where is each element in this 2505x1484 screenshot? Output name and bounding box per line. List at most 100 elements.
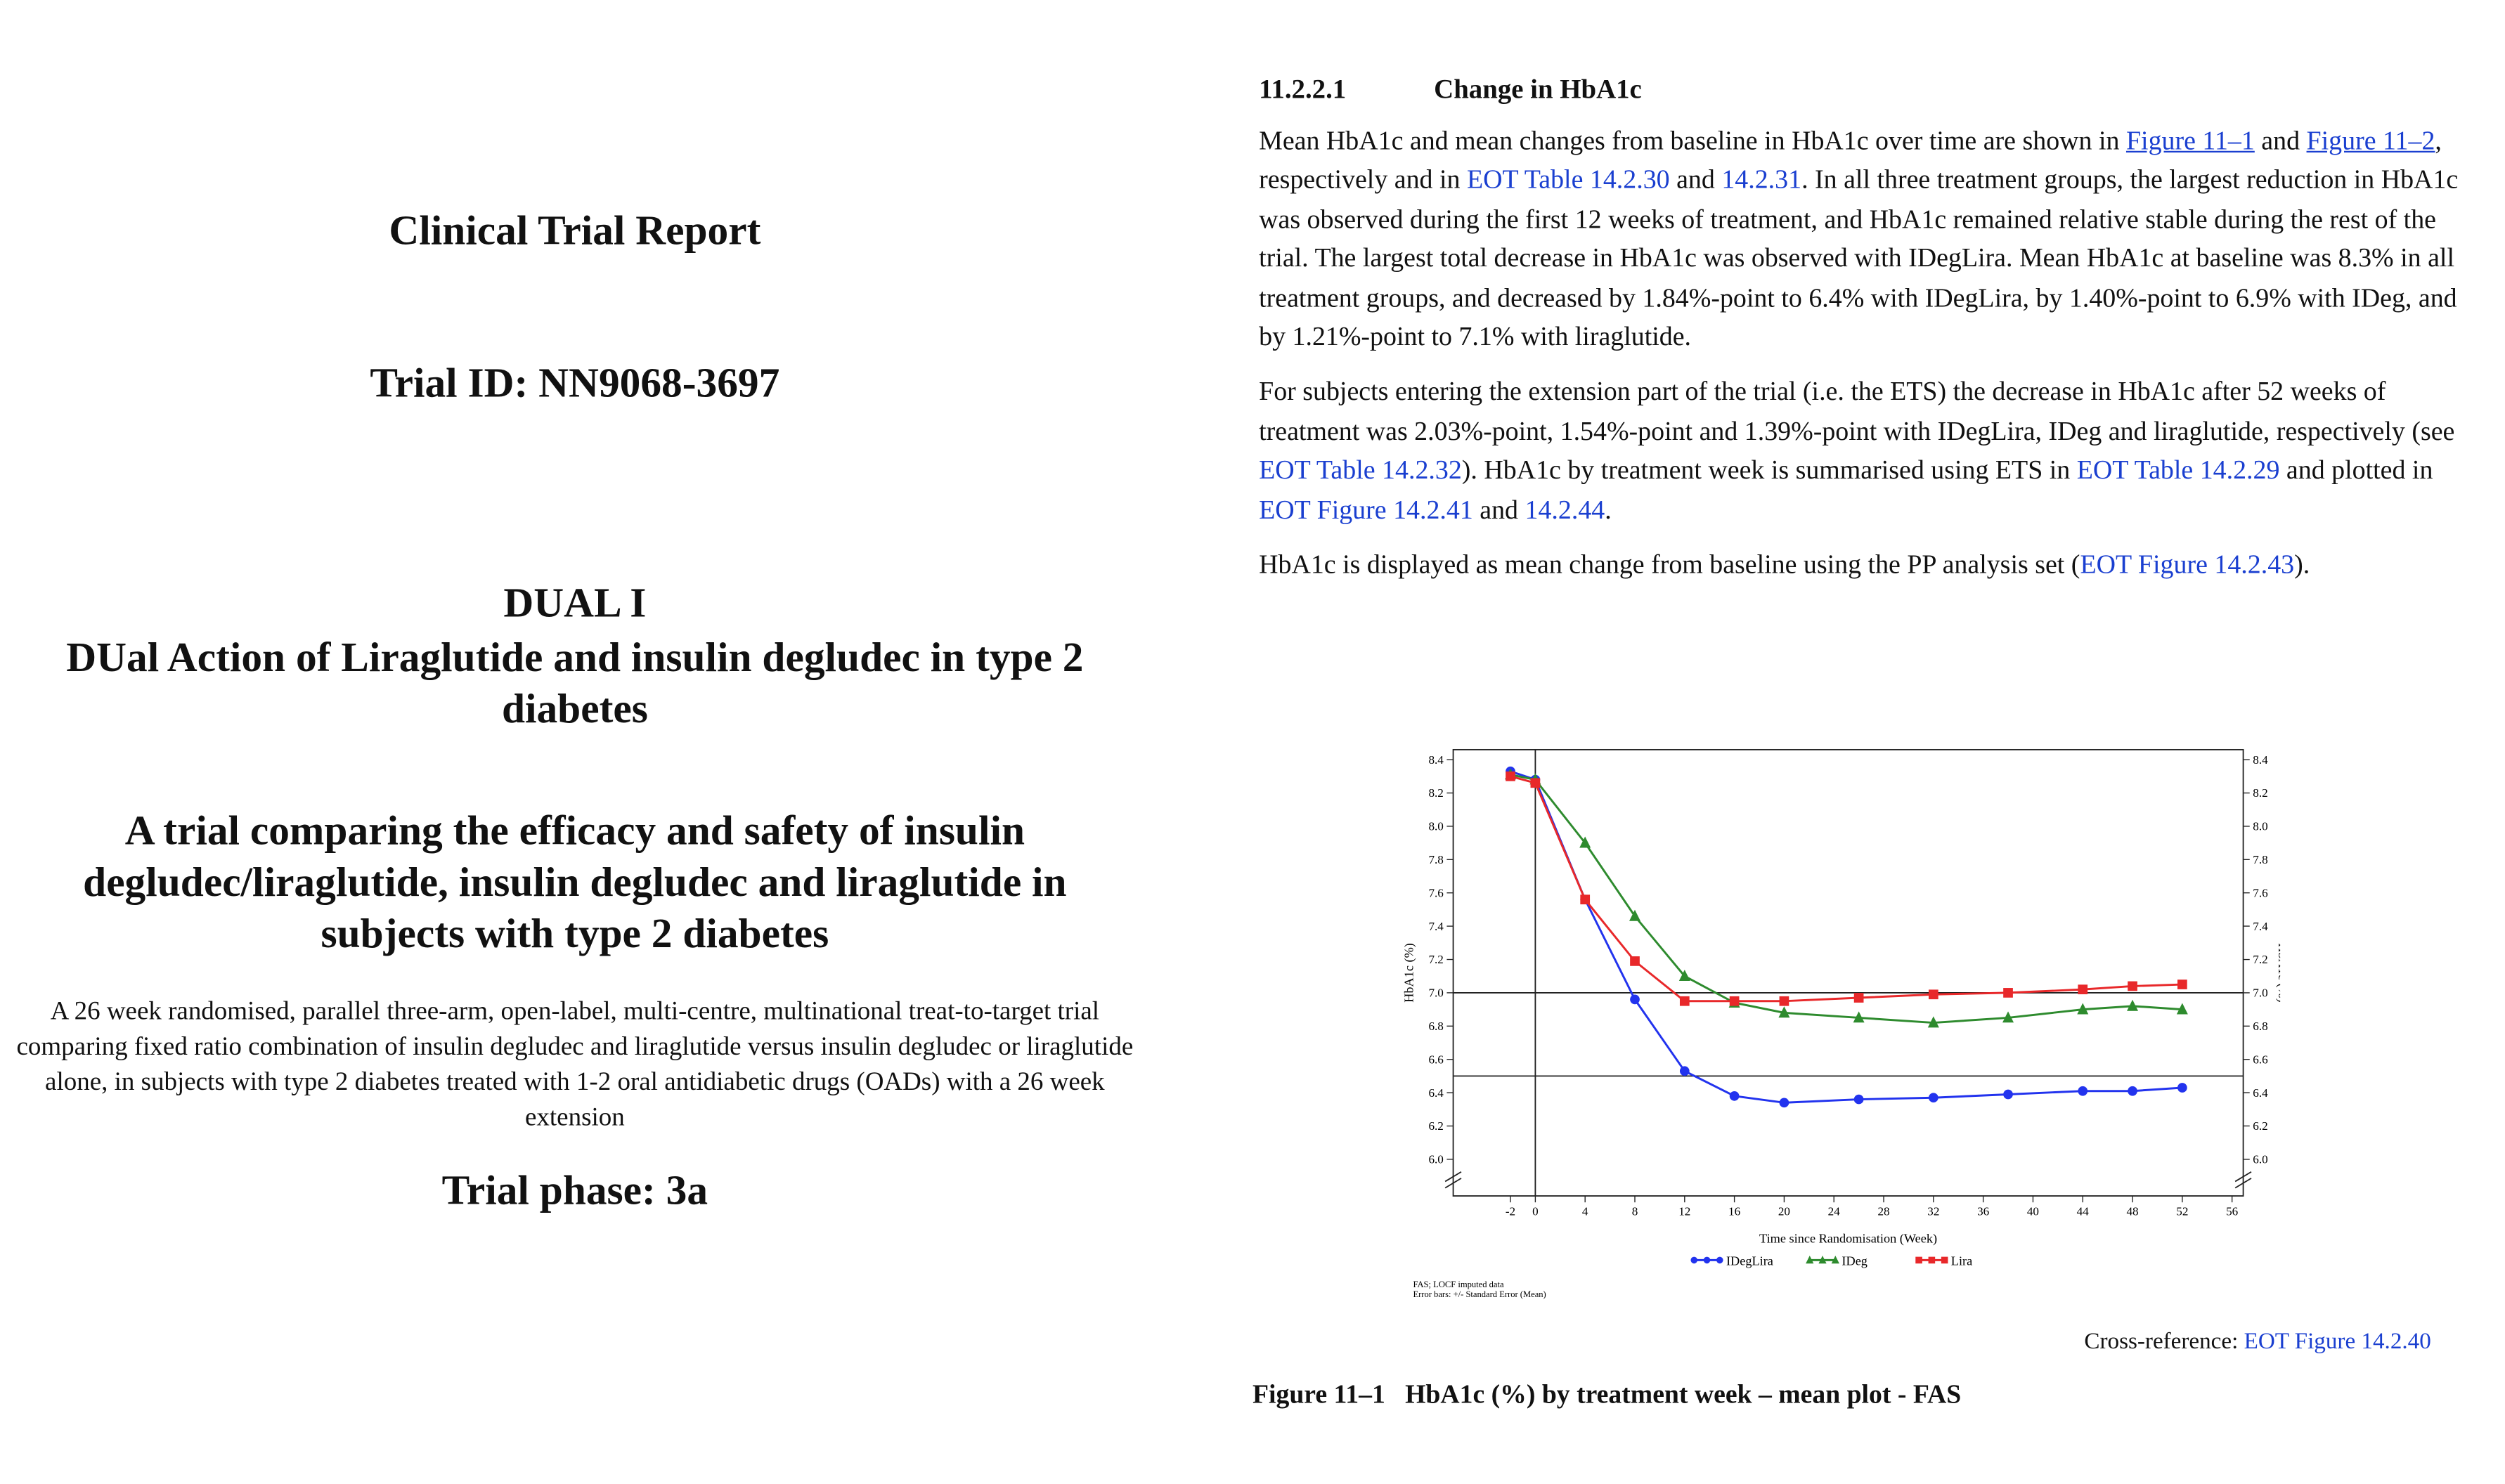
x-tick-label: 24 (1828, 1204, 1841, 1218)
y2-tick-label: 6.4 (2253, 1086, 2268, 1100)
axis-break (1444, 1178, 1462, 1189)
marker (1678, 970, 1690, 982)
marker (1530, 778, 1541, 788)
text-run: , respectively and in (1259, 125, 2442, 195)
marker (2128, 981, 2137, 991)
legend-marker (1915, 1256, 1922, 1264)
legend-marker (1928, 1256, 1936, 1264)
y2-tick-label: 7.6 (2253, 886, 2268, 899)
link[interactable]: 14.2.31 (1721, 164, 1802, 195)
chart: 6.0 6.2 6.4 6.6 6.8 7.0 7.2 7.4 7.6 7.8 8.0 8.2 8.4 6… (1402, 748, 2280, 1299)
text-run: and (1669, 164, 1722, 195)
marker (1853, 1011, 1865, 1023)
x-tick-label: 0 (1532, 1204, 1539, 1218)
acronym-expansion: DUal Action of Liraglutide and insulin d… (66, 634, 1084, 732)
marker (2078, 984, 2088, 995)
trial-description: A 26 week randomised, parallel three-arm… (16, 996, 1134, 1132)
y2-axis-label: HbA1c (%) (2275, 943, 2280, 1003)
text-run: and (1472, 493, 1525, 525)
y-tick-label: 6.8 (1428, 1020, 1443, 1033)
cross-reference-label: Cross-reference: (2084, 1329, 2244, 1355)
link[interactable]: 14.2.44 (1525, 493, 1605, 525)
y2-tick-label: 6.8 (2253, 1020, 2267, 1033)
paragraph: HbA1c is displayed as mean change from b… (1259, 546, 2483, 585)
x-tick-label: 44 (2077, 1204, 2090, 1218)
marker (2077, 1003, 2089, 1015)
text-run: ). (2294, 549, 2310, 580)
marker (2127, 999, 2139, 1011)
y-axis-label: HbA1c (%) (1402, 943, 1416, 1003)
figure-caption: Figure 11–1 HbA1c (%) by treatment week … (1252, 1379, 1962, 1410)
x-tick-label: 8 (1632, 1204, 1638, 1218)
marker (1630, 956, 1640, 966)
marker (1729, 1091, 1740, 1101)
y-tick-label: 7.6 (1428, 886, 1444, 899)
marker (1506, 771, 1515, 781)
text-run: Mean HbA1c and mean changes from baselin… (1259, 125, 2126, 156)
link[interactable]: EOT Table 14.2.32 (1259, 455, 1462, 486)
section-title: Change in HbA1c (1434, 74, 1642, 105)
x-tick-label: 4 (1582, 1204, 1588, 1218)
cross-reference: Cross-reference: EOT Figure 14.2.40 (2084, 1329, 2430, 1357)
legend-marker (1831, 1256, 1839, 1264)
axis-break (2234, 1178, 2252, 1189)
cross-reference-link[interactable]: EOT Figure 14.2.40 (2244, 1329, 2431, 1355)
text-run: . In all three treatment groups, the lar… (1259, 164, 2459, 352)
legend-marker (1806, 1256, 1814, 1264)
link[interactable]: EOT Figure 14.2.41 (1259, 493, 1473, 525)
marker (1778, 1006, 1790, 1018)
series-line (1510, 770, 2182, 1104)
paragraph: For subjects entering the extension part… (1259, 373, 2483, 530)
footnote: Error bars: +/- Standard Error (Mean) (1413, 1289, 1546, 1299)
marker (1629, 909, 1640, 921)
y2-tick-label: 7.8 (2253, 853, 2267, 866)
legend-marker (1818, 1256, 1827, 1264)
y-tick-label: 8.4 (1428, 753, 1444, 767)
marker (1779, 996, 1789, 1006)
y-tick-label: 6.2 (1428, 1119, 1443, 1133)
series-line (1510, 775, 2182, 1003)
link[interactable]: EOT Table 14.2.29 (2076, 455, 2280, 486)
marker (2003, 1089, 2013, 1100)
text-run: ). HbA1c by treatment week is summarised… (1461, 455, 2077, 486)
x-tick-label: 12 (1678, 1204, 1690, 1218)
x-tick-label: 32 (1927, 1204, 1939, 1218)
body-text: Mean HbA1c and mean changes from baselin… (1259, 122, 2483, 601)
y-tick-label: 7.0 (1428, 987, 1443, 1000)
x-tick-label: 48 (2126, 1204, 2138, 1218)
y2-tick-label: 6.2 (2253, 1119, 2267, 1133)
link[interactable]: Figure 11–2 (2306, 125, 2435, 156)
acronym: DUAL I (503, 579, 647, 626)
x-tick-label: 56 (2226, 1204, 2239, 1218)
link[interactable]: EOT Table 14.2.30 (1466, 164, 1670, 195)
marker (1853, 993, 1864, 1003)
y2-tick-label: 8.0 (2253, 820, 2267, 833)
y-tick-label: 8.0 (1428, 820, 1443, 833)
legend-label: Lira (1951, 1254, 1972, 1268)
marker (2128, 1086, 2137, 1096)
link[interactable]: EOT Figure 14.2.43 (2080, 549, 2295, 580)
y-tick-label: 8.2 (1428, 786, 1443, 800)
trial-title: A trial comparing the efficacy and safet… (83, 807, 1067, 957)
report-type: Clinical Trial Report (389, 207, 761, 254)
x-tick-label: 52 (2176, 1204, 2188, 1218)
axis-break (1444, 1171, 1462, 1183)
legend-label: IDegLira (1726, 1254, 1773, 1268)
x-tick-label: -2 (1506, 1204, 1515, 1218)
marker (1928, 1093, 1938, 1103)
legend-label: IDeg (1841, 1254, 1868, 1268)
marker (2003, 988, 2013, 998)
y-tick-label: 6.4 (1428, 1086, 1444, 1100)
link[interactable]: Figure 11–1 (2125, 125, 2255, 156)
marker (1779, 1098, 1789, 1108)
x-tick-label: 16 (1728, 1204, 1741, 1218)
marker (1928, 989, 1938, 1000)
text-run: HbA1c is displayed as mean change from b… (1259, 549, 2080, 580)
footnote: FAS; LOCF imputed data (1413, 1280, 1504, 1289)
marker (1679, 996, 1690, 1006)
y2-tick-label: 7.4 (2253, 920, 2268, 933)
legend-marker (1941, 1256, 1948, 1264)
y2-tick-label: 7.0 (2253, 987, 2267, 1000)
text-run: For subjects entering the extension part… (1259, 376, 2455, 446)
